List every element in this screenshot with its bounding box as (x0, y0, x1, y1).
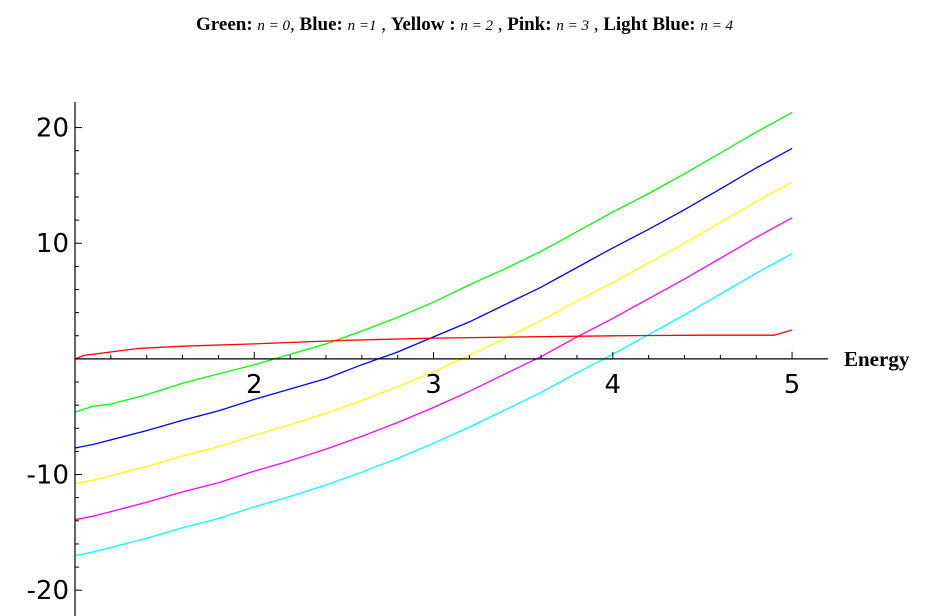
x-tick-label: 4 (605, 370, 622, 400)
title-segment-pink: Pink: n = 3 , (507, 14, 604, 35)
series-line-red (74, 329, 793, 360)
y-tick-label: -20 (27, 576, 69, 606)
series-line-n0 (74, 111, 793, 413)
x-tick-label: 3 (425, 370, 442, 400)
title-segment-light-blue: Light Blue: n = 4 (603, 14, 733, 35)
y-tick-label: 10 (36, 229, 69, 259)
series-line-n4 (74, 253, 793, 557)
labels-layer: 2 3 4 5 -20 -10 10 20 Energy (27, 114, 910, 607)
series-line-n1 (74, 147, 793, 449)
title-segment-blue: Blue: n =1 , (299, 14, 391, 35)
chart-title: Green: n = 0, Blue: n =1 , Yellow : n = … (0, 14, 929, 36)
title-segment-yellow: Yellow : n = 2 , (390, 14, 508, 35)
y-tick-label: -10 (27, 461, 69, 491)
x-tick-label: 2 (246, 370, 263, 400)
series-line-n2 (74, 181, 793, 485)
x-tick-label: 5 (784, 370, 801, 400)
axes-layer (74, 102, 828, 616)
x-axis-label: Energy (844, 347, 910, 371)
series-line-n3 (74, 217, 793, 521)
series-layer (74, 111, 793, 557)
y-tick-label: 20 (36, 114, 69, 144)
title-segment-green: Green: n = 0, (196, 14, 300, 35)
